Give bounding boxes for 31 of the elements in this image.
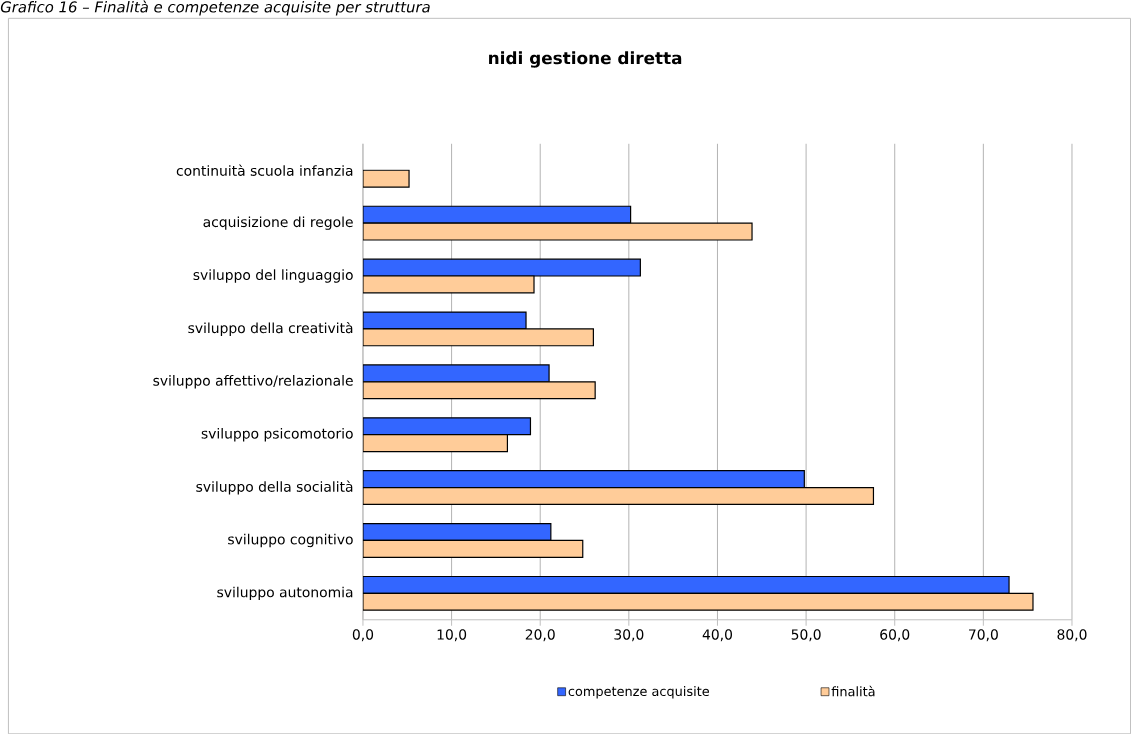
x-tick-label: 50,0 bbox=[791, 629, 821, 641]
chart-title: nidi gestione diretta bbox=[489, 51, 682, 68]
bar bbox=[362, 417, 532, 436]
x-tick-label: 10,0 bbox=[437, 629, 467, 641]
x-tick-label: 0,0 bbox=[352, 629, 374, 641]
y-tick-label: sviluppo affettivo/relazionale bbox=[153, 374, 353, 389]
x-tick-label: 70,0 bbox=[969, 629, 998, 641]
bar bbox=[362, 469, 805, 489]
bar bbox=[362, 575, 1010, 594]
bar bbox=[362, 381, 596, 400]
y-tick-label: acquisizione di regole bbox=[203, 216, 353, 230]
y-tick-label: sviluppo del linguaggio bbox=[193, 269, 353, 283]
y-tick-label: sviluppo cognitivo bbox=[228, 533, 353, 548]
x-tick-label: 60,0 bbox=[880, 629, 910, 641]
bar bbox=[362, 433, 509, 452]
x-tick-label: 20,0 bbox=[525, 629, 555, 641]
y-tick-label: sviluppo della socialità bbox=[196, 480, 353, 495]
y-tick-label: continuità scuola infanzia bbox=[176, 164, 353, 176]
x-tick-label: 40,0 bbox=[702, 629, 732, 641]
y-tick-label: sviluppo psicomotorio bbox=[201, 427, 353, 442]
legend-label: finalità bbox=[831, 685, 875, 697]
text: Grafico 16 – Finalità e competenze acquisite per struttura bbox=[0, 0, 430, 16]
bar bbox=[362, 486, 875, 505]
bar bbox=[362, 539, 584, 558]
x-tick-label: 30,0 bbox=[614, 629, 644, 641]
x-tick-label: 80,0 bbox=[1057, 629, 1087, 641]
legend-label: competenze acquisite bbox=[568, 685, 710, 699]
bar bbox=[362, 522, 552, 541]
bar bbox=[362, 592, 1034, 611]
y-tick-label: sviluppo della creatività bbox=[188, 321, 353, 336]
y-tick-label: sviluppo autonomia bbox=[217, 586, 353, 600]
